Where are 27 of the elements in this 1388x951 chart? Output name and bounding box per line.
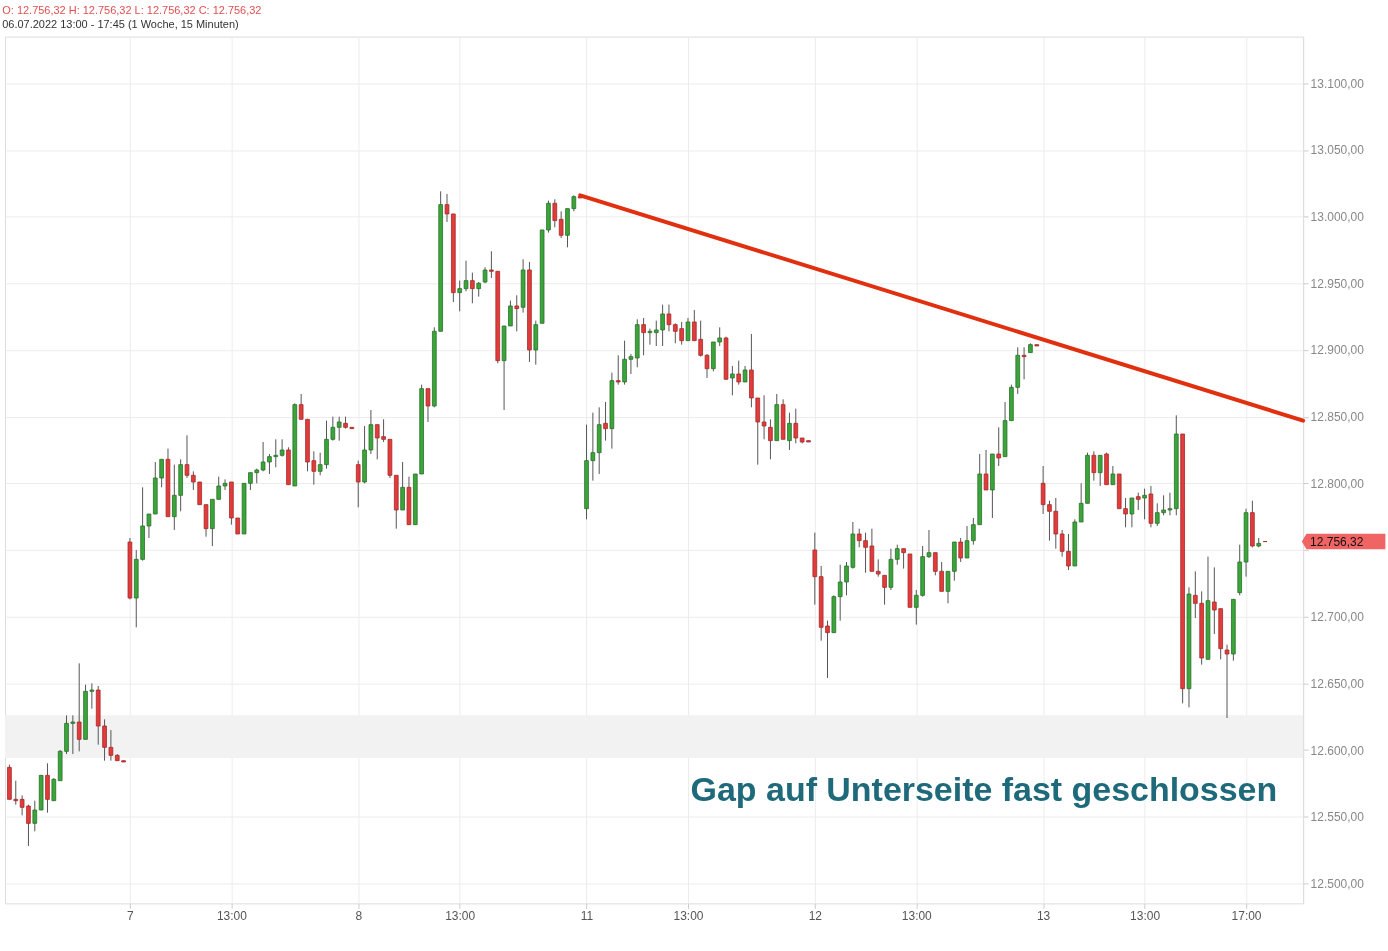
chart-subtitle: 06.07.2022 13:00 - 17:45 (1 Woche, 15 Minuten) <box>2 17 239 30</box>
chart-title: O: 12.756,32 H: 12.756,32 L: 12.756,32 C: 12.756,32 <box>2 3 262 16</box>
x-tick-label: 13:00 <box>901 908 933 923</box>
y-tick-label: 12.950,00 <box>1310 276 1365 291</box>
y-tick-label: 12.600,00 <box>1310 743 1365 758</box>
y-tick-label: 13.000,00 <box>1310 210 1365 225</box>
x-tick-label: 17:00 <box>1231 908 1262 923</box>
y-tick-label: 13.100,00 <box>1310 76 1365 91</box>
x-tick-label: 8 <box>355 908 363 923</box>
y-tick-label: 12.500,00 <box>1310 876 1365 891</box>
x-tick-label: 13:00 <box>445 908 476 923</box>
x-tick-label: 13:00 <box>216 908 248 923</box>
x-tick-label: 13:00 <box>673 908 704 923</box>
y-tick-label: 12.700,00 <box>1310 610 1365 625</box>
y-tick-label: 12.850,00 <box>1310 410 1365 425</box>
annotation: Gap auf Unterseite fast geschlossen <box>690 769 1278 808</box>
x-tick-label: 12 <box>808 908 823 923</box>
y-tick-label: 12.800,00 <box>1310 476 1365 491</box>
y-tick-label: 13.050,00 <box>1310 143 1365 158</box>
x-tick-label: 7 <box>127 908 135 923</box>
x-tick-label: 13:00 <box>1130 908 1161 923</box>
x-tick-label: 11 <box>580 908 594 923</box>
y-tick-label: 12.550,00 <box>1310 810 1365 825</box>
y-tick-label: 12.650,00 <box>1310 676 1365 691</box>
x-tick-label: 13 <box>1036 908 1051 923</box>
text: 12.756,32 <box>1310 534 1364 549</box>
y-tick-label: 12.900,00 <box>1310 343 1365 358</box>
